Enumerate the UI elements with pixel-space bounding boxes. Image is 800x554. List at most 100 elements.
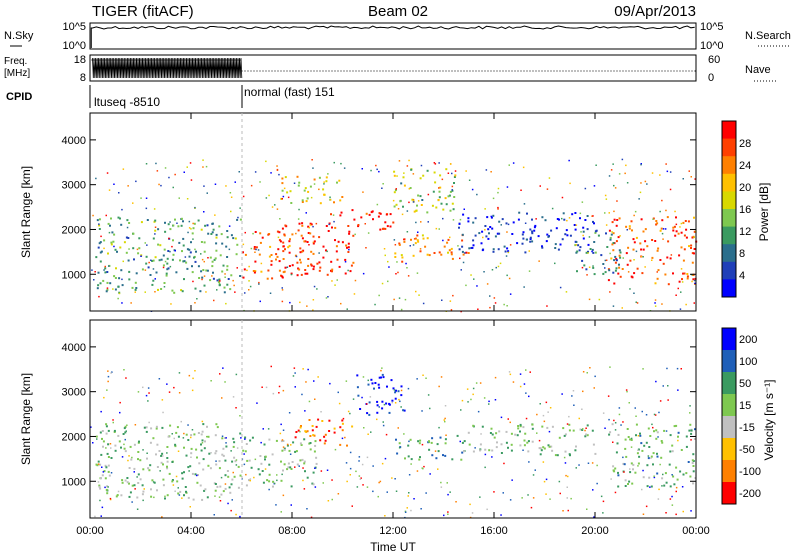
data-cell	[544, 219, 547, 222]
data-cell	[490, 215, 492, 218]
data-cell	[656, 249, 659, 252]
colorbar-segment	[722, 372, 736, 395]
data-cell	[472, 387, 475, 390]
data-cell	[349, 451, 352, 454]
data-cell	[472, 239, 475, 242]
data-cell	[261, 236, 264, 239]
data-cell	[341, 196, 344, 198]
data-cell	[378, 170, 380, 173]
data-cell	[146, 219, 149, 221]
data-cell	[440, 202, 443, 205]
data-cell	[694, 282, 696, 285]
data-cell	[289, 238, 291, 241]
data-cell	[230, 234, 233, 237]
data-cell	[100, 250, 103, 253]
data-cell	[190, 447, 193, 450]
data-cell	[281, 473, 283, 476]
data-cell	[692, 453, 695, 456]
data-cell	[158, 450, 161, 452]
freq-label: Freq.	[4, 56, 27, 67]
data-cell	[237, 465, 240, 468]
data-cell	[267, 428, 270, 430]
data-cell	[685, 472, 688, 475]
data-cell	[538, 447, 541, 450]
data-cell	[393, 191, 396, 194]
data-cell	[503, 245, 506, 248]
data-cell	[378, 294, 380, 297]
data-cell	[317, 418, 320, 421]
data-cell	[385, 433, 388, 436]
data-cell	[204, 440, 206, 443]
data-cell	[173, 291, 176, 294]
data-cell	[275, 253, 278, 256]
data-cell	[618, 254, 621, 257]
data-cell	[193, 433, 196, 436]
data-cell	[690, 429, 693, 432]
data-cell	[252, 270, 255, 272]
data-cell	[680, 449, 683, 451]
power-data	[91, 158, 698, 313]
data-cell	[427, 193, 430, 196]
data-cell	[627, 436, 630, 438]
data-cell	[485, 169, 488, 171]
data-cell	[562, 510, 564, 512]
data-cell	[315, 222, 318, 225]
data-cell	[368, 401, 371, 404]
data-cell	[472, 424, 475, 427]
data-cell	[312, 268, 315, 271]
data-cell	[329, 196, 331, 198]
data-cell	[651, 423, 653, 426]
data-cell	[90, 426, 92, 428]
data-cell	[648, 476, 651, 479]
data-cell	[185, 490, 187, 493]
data-cell	[172, 239, 174, 242]
data-cell	[236, 243, 239, 246]
data-cell	[618, 249, 621, 252]
data-cell	[112, 421, 114, 424]
data-cell	[248, 280, 250, 282]
data-cell	[346, 308, 348, 310]
data-cell	[654, 305, 657, 307]
noise-tick-high-right: 10^5	[700, 21, 724, 33]
data-cell	[598, 298, 601, 301]
data-cell	[153, 208, 156, 210]
data-cell	[376, 418, 378, 421]
data-cell	[641, 449, 644, 452]
data-cell	[592, 265, 594, 267]
data-cell	[154, 278, 156, 280]
data-cell	[645, 505, 648, 508]
power-colorbar-label: Power [dB]	[757, 183, 771, 242]
data-cell	[548, 177, 551, 179]
data-cell	[426, 253, 429, 256]
data-cell	[659, 400, 662, 402]
data-cell	[411, 198, 414, 201]
data-cell	[164, 230, 167, 233]
data-cell	[232, 471, 234, 474]
data-cell	[428, 441, 431, 444]
data-cell	[393, 170, 396, 173]
data-cell	[403, 184, 406, 187]
data-cell	[397, 427, 399, 429]
data-cell	[492, 250, 495, 253]
data-cell	[573, 224, 576, 226]
data-cell	[592, 215, 594, 217]
data-cell	[306, 430, 309, 433]
data-cell	[175, 475, 178, 478]
data-cell	[145, 255, 148, 258]
data-cell	[221, 437, 224, 440]
data-cell	[382, 424, 385, 427]
data-cell	[620, 424, 622, 426]
data-cell	[414, 237, 417, 240]
data-cell	[692, 274, 695, 276]
data-cell	[516, 242, 519, 245]
data-cell	[525, 417, 528, 420]
data-cell	[423, 465, 425, 468]
data-cell	[579, 212, 582, 215]
data-cell	[168, 391, 171, 393]
data-cell	[314, 467, 316, 469]
data-cell	[103, 269, 105, 271]
data-cell	[350, 264, 353, 267]
data-cell	[556, 218, 559, 220]
data-cell	[642, 513, 645, 515]
